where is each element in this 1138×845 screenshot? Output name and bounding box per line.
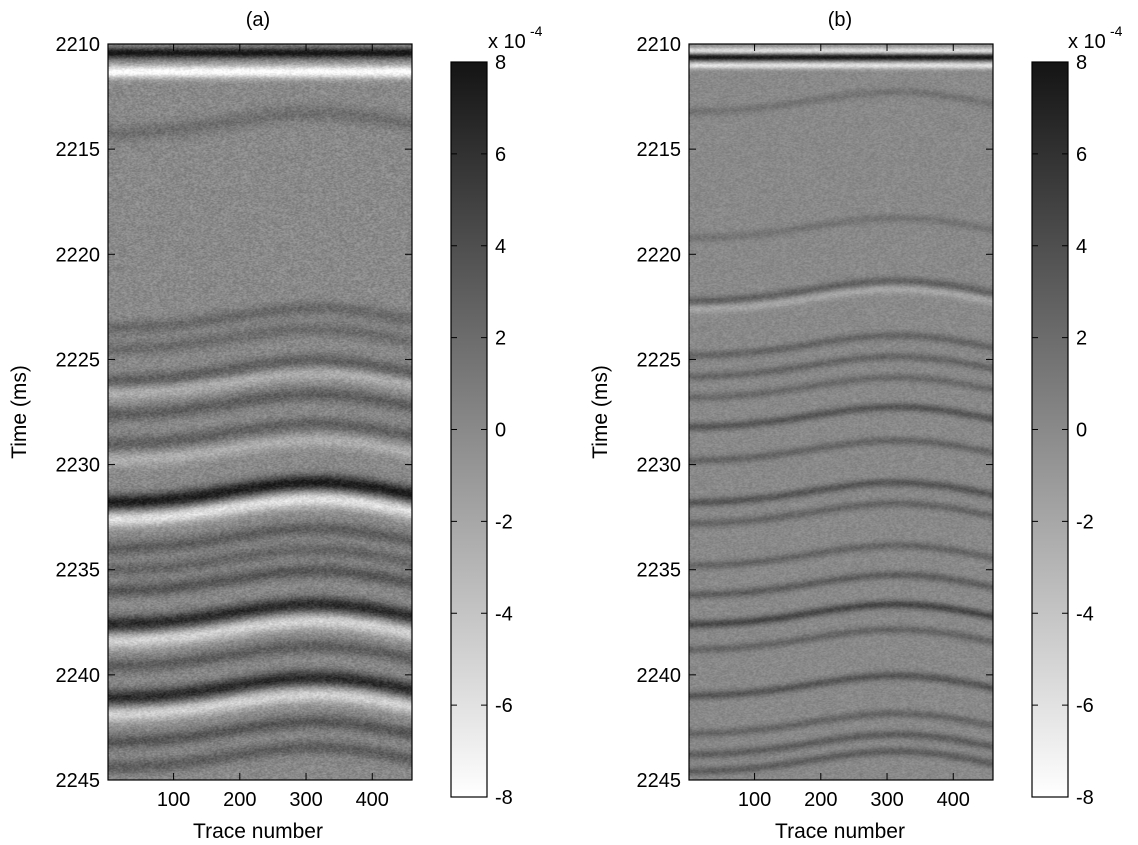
colorbar-tick-label: -8 bbox=[1076, 787, 1094, 809]
y-tick-label: 2220 bbox=[56, 244, 101, 266]
colorbar-tick-label: -2 bbox=[1076, 511, 1094, 533]
y-tick-label: 2210 bbox=[56, 34, 101, 56]
panel-b-colorbar-exponent-base: x 10 bbox=[1068, 31, 1106, 53]
panel-b-y-axis: 2210 2215 2220 2225 2230 2235 2240 2245 bbox=[637, 34, 993, 792]
x-tick-label: 200 bbox=[804, 789, 837, 811]
colorbar-tick-label: 0 bbox=[495, 420, 506, 442]
y-tick-label: 2220 bbox=[637, 244, 682, 266]
y-tick-label: 2225 bbox=[637, 349, 682, 371]
y-tick-label: 2245 bbox=[637, 770, 682, 792]
y-tick-label: 2230 bbox=[637, 455, 682, 477]
panel-a-y-axis: 2210 2215 2220 2225 2230 2235 2240 2245 bbox=[56, 34, 412, 792]
colorbar-tick-label: 4 bbox=[1076, 236, 1087, 258]
panel-b-title: (b) bbox=[828, 9, 852, 31]
colorbar-tick-label: -6 bbox=[1076, 695, 1094, 717]
panel-a-colorbar-exponent: -4 bbox=[530, 23, 543, 39]
panel-a-x-axis: 100 200 300 400 bbox=[157, 44, 389, 811]
x-tick-label: 400 bbox=[356, 789, 389, 811]
y-tick-label: 2215 bbox=[56, 139, 101, 161]
colorbar-tick-label: 8 bbox=[495, 52, 506, 74]
panel-a-colorbar-ticks: 8 6 4 2 0 -2 -4 -6 -8 bbox=[451, 52, 513, 809]
y-tick-label: 2210 bbox=[637, 34, 682, 56]
y-tick-label: 2225 bbox=[56, 349, 101, 371]
y-tick-label: 2240 bbox=[56, 665, 101, 687]
colorbar-tick-label: 0 bbox=[1076, 420, 1087, 442]
panel-a-x-axis-label: Trace number bbox=[193, 820, 323, 843]
x-tick-label: 100 bbox=[157, 789, 190, 811]
panel-a-section-image bbox=[108, 44, 412, 780]
panel-b-colorbar-exponent: -4 bbox=[1110, 23, 1123, 39]
colorbar-tick-label: 4 bbox=[495, 236, 506, 258]
colorbar-tick-label: -6 bbox=[495, 695, 513, 717]
y-tick-label: 2215 bbox=[637, 139, 682, 161]
panel-a-y-axis-label: Time (ms) bbox=[8, 365, 31, 459]
colorbar-tick-label: -4 bbox=[1076, 603, 1094, 625]
y-tick-label: 2235 bbox=[637, 560, 682, 582]
y-tick-label: 2235 bbox=[56, 560, 101, 582]
colorbar-tick-label: -4 bbox=[495, 603, 513, 625]
y-tick-label: 2245 bbox=[56, 770, 101, 792]
panel-b-x-axis: 100 200 300 400 bbox=[738, 44, 970, 811]
x-tick-label: 200 bbox=[223, 789, 256, 811]
colorbar-tick-label: -2 bbox=[495, 511, 513, 533]
panel-b-x-axis-label: Trace number bbox=[775, 820, 905, 843]
panel-b-y-axis-label: Time (ms) bbox=[589, 365, 612, 459]
x-tick-label: 300 bbox=[870, 789, 903, 811]
colorbar-tick-label: 6 bbox=[1076, 144, 1087, 166]
panel-b-section-image bbox=[689, 44, 993, 780]
colorbar-tick-label: 2 bbox=[495, 328, 506, 350]
x-tick-label: 100 bbox=[738, 789, 771, 811]
colorbar-tick-label: 2 bbox=[1076, 328, 1087, 350]
colorbar-tick-label: 8 bbox=[1076, 52, 1087, 74]
x-tick-label: 400 bbox=[937, 789, 970, 811]
panel-a-plot-frame bbox=[107, 43, 413, 781]
panel-a: (a) 2210 2215 2220 2225 2230 2235 2240 2245 100… bbox=[8, 9, 543, 843]
panel-a-colorbar-exponent-base: x 10 bbox=[488, 31, 526, 53]
panel-b-colorbar-ticks: 8 6 4 2 0 -2 -4 -6 -8 bbox=[1032, 52, 1094, 809]
y-tick-label: 2230 bbox=[56, 455, 101, 477]
y-tick-label: 2240 bbox=[637, 665, 682, 687]
colorbar-tick-label: 6 bbox=[495, 144, 506, 166]
panel-a-title: (a) bbox=[246, 9, 270, 31]
panel-b-plot-frame bbox=[688, 43, 994, 781]
colorbar-tick-label: -8 bbox=[495, 787, 513, 809]
panel-b: (b) 2210 2215 2220 2225 2230 2235 2240 2245 100… bbox=[589, 9, 1123, 843]
x-tick-label: 300 bbox=[289, 789, 322, 811]
